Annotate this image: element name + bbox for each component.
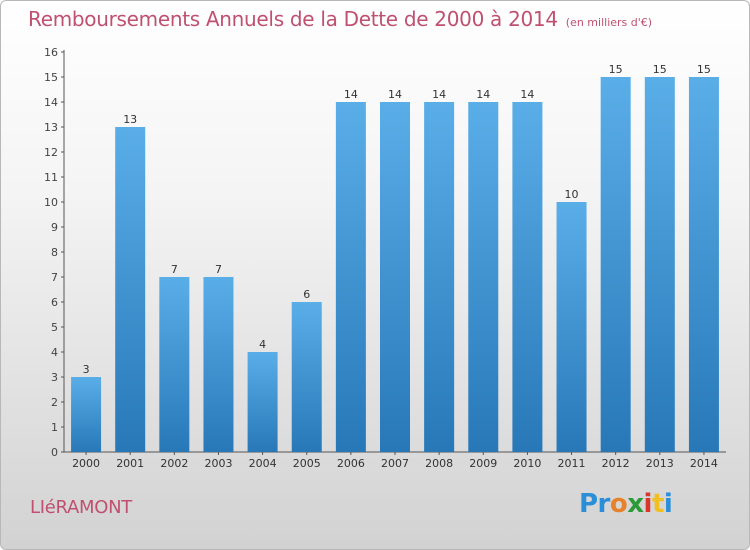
bar-value-label: 13 [123, 113, 137, 126]
bar-value-label: 14 [432, 88, 446, 101]
x-tick-label: 2010 [513, 457, 541, 470]
x-tick-label: 2011 [558, 457, 586, 470]
y-tick-label: 0 [51, 446, 58, 459]
y-tick-label: 11 [44, 171, 58, 184]
y-tick-label: 14 [44, 96, 58, 109]
logo-part: x [627, 489, 644, 519]
bar [556, 202, 587, 452]
logo-part: i [663, 489, 673, 519]
y-tick-label: 8 [51, 246, 58, 259]
bar-value-label: 3 [83, 363, 90, 376]
bar-value-label: 15 [609, 63, 623, 76]
y-tick-label: 5 [51, 321, 58, 334]
x-tick-label: 2012 [602, 457, 630, 470]
x-tick-label: 2003 [204, 457, 232, 470]
bar-value-label: 6 [303, 288, 310, 301]
bar [71, 377, 102, 452]
logo-part: o [609, 489, 628, 519]
bar-value-label: 7 [215, 263, 222, 276]
x-tick-label: 2005 [293, 457, 321, 470]
chart-subtitle: (en milliers d'€) [565, 16, 653, 29]
bar [688, 77, 719, 452]
x-tick-label: 2009 [469, 457, 497, 470]
bar [291, 302, 322, 452]
logo-part: i [643, 489, 653, 519]
x-tick-label: 2002 [160, 457, 188, 470]
bar-value-label: 14 [388, 88, 402, 101]
y-tick-label: 15 [44, 71, 58, 84]
bar-value-label: 15 [653, 63, 667, 76]
x-tick-label: 2004 [249, 457, 277, 470]
chart-labels: 3 2000 13 2001 7 2002 7 2003 4 2004 6 2005 14 2006 14 2… [72, 63, 718, 470]
bar-value-label: 14 [344, 88, 358, 101]
commune-name: LIéRAMONT [30, 497, 132, 518]
logo-part: Pr [579, 489, 610, 519]
y-tick-label: 1 [51, 421, 58, 434]
bar-value-label: 14 [476, 88, 490, 101]
bar [468, 102, 499, 452]
bar-value-label: 14 [520, 88, 534, 101]
bar-value-label: 15 [697, 63, 711, 76]
y-tick-label: 13 [44, 121, 58, 134]
bar-value-label: 4 [259, 338, 266, 351]
bar [115, 127, 146, 452]
proxiti-logo[interactable]: Proxiti [579, 489, 673, 519]
bar-value-label: 7 [171, 263, 178, 276]
x-tick-label: 2000 [72, 457, 100, 470]
y-tick-label: 6 [51, 296, 58, 309]
y-tick-label: 3 [51, 371, 58, 384]
bar [512, 102, 543, 452]
chart-bars [71, 77, 719, 452]
chart-title: Remboursements Annuels de la Dette de 20… [28, 7, 652, 31]
bar [644, 77, 675, 452]
x-tick-label: 2001 [116, 457, 144, 470]
logo-part: t [651, 489, 664, 519]
bar-value-label: 10 [565, 188, 579, 201]
y-tick-label: 7 [51, 271, 58, 284]
bar [424, 102, 455, 452]
bar [380, 102, 410, 452]
x-tick-label: 2008 [425, 457, 453, 470]
bar [600, 77, 631, 452]
x-tick-label: 2014 [690, 457, 718, 470]
y-tick-label: 4 [51, 346, 58, 359]
bar [203, 277, 234, 452]
y-tick-label: 16 [44, 46, 58, 59]
bar [335, 102, 366, 452]
y-tick-label: 12 [44, 146, 58, 159]
y-tick-label: 10 [44, 196, 58, 209]
x-tick-label: 2007 [381, 457, 409, 470]
y-tick-label: 2 [51, 396, 58, 409]
bar [159, 277, 190, 452]
x-tick-label: 2006 [337, 457, 365, 470]
x-tick-label: 2013 [646, 457, 674, 470]
title-text: Remboursements Annuels de la Dette de 20… [28, 7, 558, 31]
bar [247, 352, 278, 452]
y-tick-label: 9 [51, 221, 58, 234]
